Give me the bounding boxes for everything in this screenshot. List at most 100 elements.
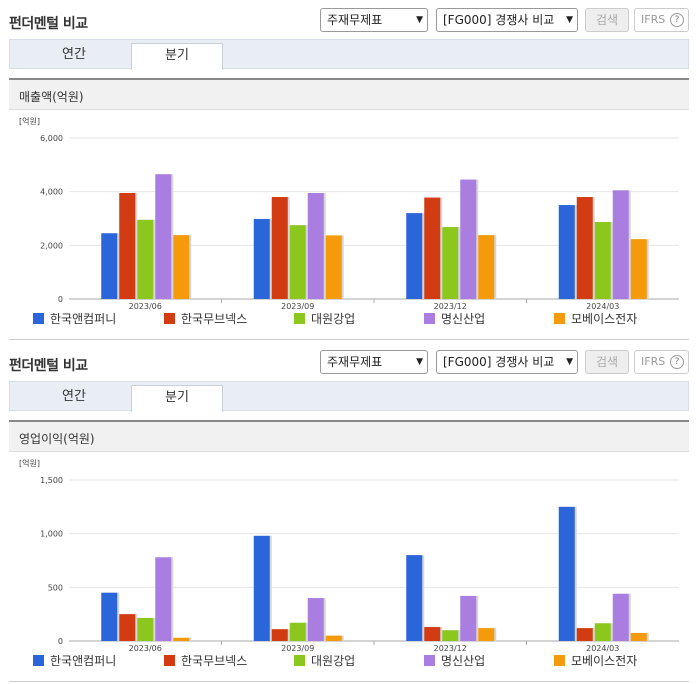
bar[interactable] xyxy=(253,219,270,299)
bar[interactable] xyxy=(594,221,611,299)
tab-annual[interactable]: 연간 xyxy=(62,389,86,404)
bar[interactable] xyxy=(253,535,270,641)
panel-header: 펀더멘털 비교 주재무제표 ▼ [FG000] 경쟁사 비교 ▼ 검색 IFRS? xyxy=(0,0,696,38)
chevron-down-icon: ▼ xyxy=(416,357,423,367)
legend-label[interactable]: 모베이스전자 xyxy=(571,312,637,326)
legend-swatch xyxy=(554,313,565,324)
legend-swatch xyxy=(424,655,435,666)
legend-label[interactable]: 한국앤컴퍼니 xyxy=(50,654,116,668)
legend-swatch xyxy=(294,655,305,666)
compare-select[interactable]: [FG000] 경쟁사 비교 ▼ xyxy=(436,350,578,374)
search-button[interactable]: 검색 xyxy=(585,8,629,32)
bar[interactable] xyxy=(155,174,172,299)
period-tabs: 연간 분기 xyxy=(9,381,689,412)
bar[interactable] xyxy=(442,227,459,299)
statement-select-value: 주재무제표 xyxy=(327,355,383,369)
tab-annual[interactable]: 연간 xyxy=(62,47,86,62)
bar[interactable] xyxy=(424,197,441,299)
bar[interactable] xyxy=(612,190,629,299)
legend-label[interactable]: 한국무브넥스 xyxy=(181,312,247,326)
bar[interactable] xyxy=(173,235,190,299)
bar-chart: [억원] 0 500 1,000 1,500 2023/06 2023/09 2023/12 2… xyxy=(19,458,679,668)
bar[interactable] xyxy=(173,637,190,641)
bar[interactable] xyxy=(478,235,495,299)
fundamental-panel-sales: 펀더멘털 비교 주재무제표 ▼ [FG000] 경쟁사 비교 ▼ 검색 IFRS? … xyxy=(0,0,696,340)
bar[interactable] xyxy=(558,506,575,641)
compare-select[interactable]: [FG000] 경쟁사 비교 ▼ xyxy=(436,8,578,32)
statement-select[interactable]: 주재무제표 ▼ xyxy=(320,8,428,32)
bar[interactable] xyxy=(460,179,477,299)
statement-select[interactable]: 주재무제표 ▼ xyxy=(320,350,428,374)
panel-title: 펀더멘털 비교 xyxy=(9,358,88,374)
ifrs-button[interactable]: IFRS? xyxy=(634,350,689,374)
legend-label[interactable]: 대원강업 xyxy=(311,312,355,326)
bar[interactable] xyxy=(325,635,342,641)
bar[interactable] xyxy=(289,622,306,641)
x-tick-label: 2023/06 xyxy=(129,302,162,311)
y-tick-label: 6,000 xyxy=(40,134,63,143)
bar[interactable] xyxy=(478,628,495,641)
bar[interactable] xyxy=(424,627,441,641)
chart-title: 매출액(억원) xyxy=(19,90,84,104)
y-tick-label: 2,000 xyxy=(40,241,63,250)
compare-select-value: [FG000] 경쟁사 비교 xyxy=(443,13,555,27)
bar[interactable] xyxy=(137,617,154,641)
tab-quarter[interactable]: 분기 xyxy=(131,43,223,70)
legend-swatch xyxy=(33,655,44,666)
bar[interactable] xyxy=(155,557,172,641)
chart-title-bar: 영업이익(억원) xyxy=(9,422,689,452)
x-tick-label: 2024/03 xyxy=(586,644,619,653)
legend-swatch xyxy=(164,313,175,324)
bar[interactable] xyxy=(307,598,324,641)
bar[interactable] xyxy=(101,592,118,641)
legend-label[interactable]: 모베이스전자 xyxy=(571,654,637,668)
help-icon[interactable]: ? xyxy=(670,355,684,369)
bar[interactable] xyxy=(576,197,593,299)
bar[interactable] xyxy=(289,225,306,299)
bar[interactable] xyxy=(406,213,423,299)
legend-label[interactable]: 명신산업 xyxy=(441,312,485,326)
x-tick-label: 2023/09 xyxy=(281,302,314,311)
period-tabs: 연간 분기 xyxy=(9,39,689,70)
legend-label[interactable]: 한국무브넥스 xyxy=(181,654,247,668)
bar[interactable] xyxy=(271,197,288,299)
y-tick-label: 4,000 xyxy=(40,188,63,197)
bar[interactable] xyxy=(119,193,136,299)
help-icon[interactable]: ? xyxy=(670,13,684,27)
bar[interactable] xyxy=(325,235,342,299)
tab-quarter[interactable]: 분기 xyxy=(131,385,223,412)
bar[interactable] xyxy=(460,595,477,641)
compare-select-value: [FG000] 경쟁사 비교 xyxy=(443,355,555,369)
bar[interactable] xyxy=(558,205,575,299)
bar[interactable] xyxy=(406,555,423,641)
y-tick-label: 0 xyxy=(58,637,63,646)
bar[interactable] xyxy=(307,193,324,299)
chevron-down-icon: ▼ xyxy=(566,357,573,367)
bar[interactable] xyxy=(101,233,118,299)
chart-title-bar: 매출액(억원) xyxy=(9,80,689,110)
ifrs-label: IFRS xyxy=(641,355,666,368)
panel-title: 펀더멘털 비교 xyxy=(9,16,88,32)
panel-header: 펀더멘털 비교 주재무제표 ▼ [FG000] 경쟁사 비교 ▼ 검색 IFRS? xyxy=(0,342,696,380)
bar[interactable] xyxy=(630,632,647,641)
y-tick-label: 500 xyxy=(48,583,63,592)
bar[interactable] xyxy=(594,623,611,641)
search-button[interactable]: 검색 xyxy=(585,350,629,374)
x-tick-label: 2023/09 xyxy=(281,644,314,653)
bar-chart: [억원] 0 2,000 4,000 6,000 2023/06 2023/09 2023/1… xyxy=(19,116,679,326)
bar[interactable] xyxy=(119,614,136,641)
legend-label[interactable]: 한국앤컴퍼니 xyxy=(50,312,116,326)
x-tick-label: 2023/12 xyxy=(434,302,467,311)
bar[interactable] xyxy=(442,630,459,641)
legend-label[interactable]: 대원강업 xyxy=(311,654,355,668)
statement-select-value: 주재무제표 xyxy=(327,13,383,27)
legend-swatch xyxy=(164,655,175,666)
bar[interactable] xyxy=(612,593,629,641)
y-unit-label: [억원] xyxy=(19,458,40,468)
legend-label[interactable]: 명신산업 xyxy=(441,654,485,668)
ifrs-button[interactable]: IFRS? xyxy=(634,8,689,32)
bar[interactable] xyxy=(630,239,647,299)
bar[interactable] xyxy=(271,629,288,641)
bar[interactable] xyxy=(137,219,154,299)
bar[interactable] xyxy=(576,628,593,641)
